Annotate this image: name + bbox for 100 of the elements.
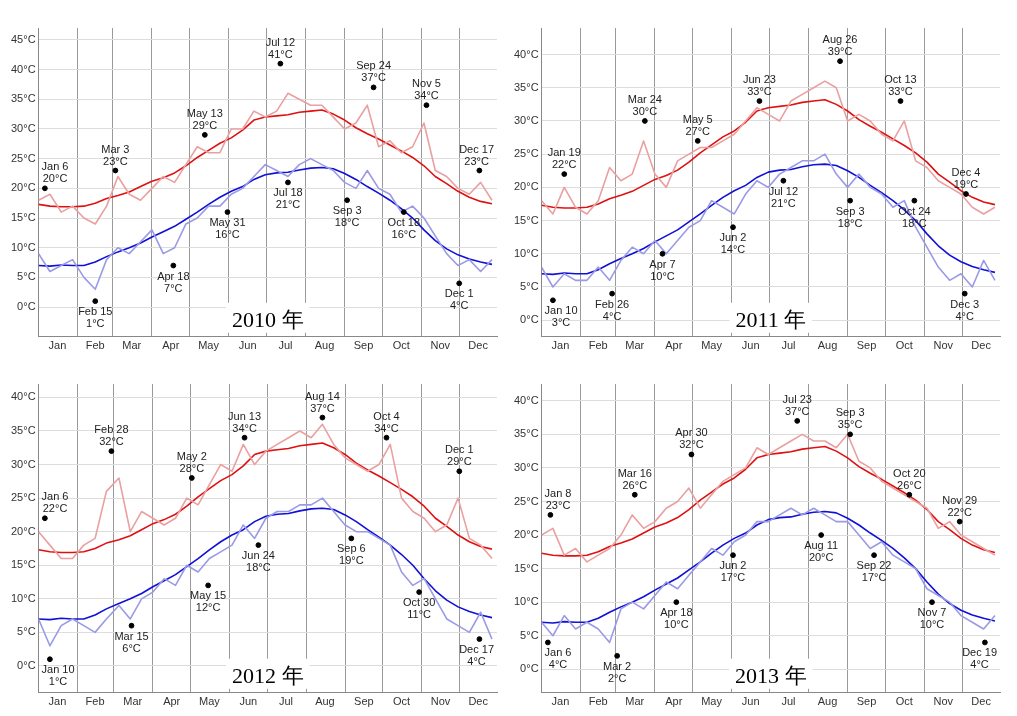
- y-tick-label: 30°C: [11, 457, 36, 470]
- x-tick-label: Jan: [48, 339, 67, 352]
- annotation: Feb 15 1°C: [78, 305, 113, 330]
- annotation: Dec 1 4°C: [444, 287, 474, 312]
- y-tick-label: 10°C: [514, 246, 539, 259]
- x-tick-label: May: [701, 695, 723, 708]
- annotation: Dec 1 29°C: [444, 443, 474, 468]
- annotation: Dec 19 4°C: [962, 646, 997, 671]
- x-tick-label: Sep: [856, 339, 877, 352]
- y-tick-label: 5°C: [520, 280, 539, 293]
- annotation: Aug 14 37°C: [304, 389, 340, 414]
- x-tick-label: Feb: [588, 695, 608, 708]
- x-tick-label: Oct: [895, 695, 913, 708]
- annotation: Nov 7 10°C: [917, 606, 947, 631]
- annotation: Sep 24 37°C: [356, 59, 392, 84]
- y-tick-label: 20°C: [11, 524, 36, 537]
- x-tick-label: Nov: [430, 695, 451, 708]
- annotation: Oct 20 26°C: [893, 466, 926, 491]
- x-tick-label: Jan: [48, 695, 67, 708]
- x-tick-label: Feb: [588, 339, 608, 352]
- y-tick-label: 15°C: [514, 213, 539, 226]
- x-tick-label: Jun: [741, 695, 760, 708]
- y-tick-label: 25°C: [11, 151, 36, 164]
- y-tick-label: 30°C: [11, 121, 36, 134]
- y-tick-label: 0°C: [520, 662, 539, 675]
- annotation: Dec 17 4°C: [459, 643, 494, 668]
- y-tick-label: 15°C: [11, 211, 36, 224]
- x-tick-label: Apr: [162, 339, 180, 352]
- x-tick-label: Aug: [817, 695, 838, 708]
- annotation: Dec 3 4°C: [950, 297, 980, 322]
- y-tick-label: 20°C: [514, 528, 539, 541]
- y-tick-label: 5°C: [17, 625, 36, 638]
- y-tick-label: 40°C: [11, 390, 36, 403]
- y-tick-label: 10°C: [11, 240, 36, 253]
- annotation: Mar 2 2°C: [603, 659, 632, 684]
- x-tick-label: Jun: [239, 695, 258, 708]
- annotation: Sep 3 35°C: [835, 406, 865, 431]
- x-tick-label: Oct: [895, 339, 913, 352]
- annotation: Apr 18 7°C: [157, 269, 190, 294]
- y-tick-label: 5°C: [17, 270, 36, 283]
- x-tick-label: Apr: [665, 695, 683, 708]
- annotation: Sep 22 17°C: [856, 559, 892, 584]
- annotation: Feb 28 32°C: [94, 423, 129, 448]
- x-tick-label: May: [199, 695, 221, 708]
- annotation: Oct 4 34°C: [373, 409, 400, 434]
- x-tick-label: Mar: [625, 695, 645, 708]
- x-tick-label: Sep: [354, 695, 374, 708]
- annotation: Aug 11 20°C: [804, 539, 839, 564]
- annotation: Aug 26 39°C: [822, 33, 858, 58]
- annotation: Jun 2 17°C: [719, 559, 747, 584]
- y-tick-label: 20°C: [514, 180, 539, 193]
- x-tick-label: Nov: [430, 339, 451, 352]
- annotation: Mar 24 30°C: [627, 92, 662, 117]
- y-tick-label: 35°C: [514, 80, 539, 93]
- y-tick-label: 35°C: [11, 424, 36, 437]
- y-tick-label: 30°C: [514, 114, 539, 126]
- y-tick-label: 35°C: [11, 92, 36, 105]
- x-tick-label: Jun: [238, 339, 257, 352]
- y-tick-label: 45°C: [11, 32, 36, 45]
- y-tick-label: 25°C: [514, 147, 539, 160]
- y-tick-label: 40°C: [514, 47, 539, 60]
- x-tick-label: Sep: [856, 695, 877, 708]
- annotation: Dec 4 19°C: [951, 166, 981, 191]
- annotation: Apr 30 32°C: [675, 426, 708, 451]
- x-tick-label: Dec: [971, 339, 992, 352]
- annotation: Sep 6 19°C: [336, 542, 366, 567]
- y-tick-label: 40°C: [514, 393, 539, 406]
- text: 2013 年: [735, 662, 807, 688]
- annotation: Jul 18 21°C: [273, 186, 303, 211]
- annotation: May 13 29°C: [186, 106, 223, 131]
- annotation: Jun 23 33°C: [742, 73, 776, 98]
- annotation: Jan 8 23°C: [544, 486, 572, 511]
- x-tick-label: Nov: [933, 339, 954, 352]
- annotation: Dec 17 23°C: [459, 142, 494, 167]
- annotation: Jan 6 20°C: [41, 160, 69, 185]
- y-tick-label: 0°C: [17, 300, 36, 313]
- annotation: May 5 27°C: [682, 112, 713, 137]
- x-tick-label: Dec: [468, 339, 489, 352]
- x-tick-label: Apr: [163, 695, 181, 708]
- annotation: Jul 12 21°C: [768, 184, 799, 209]
- annotation: Oct 30 11°C: [402, 596, 436, 621]
- y-tick-label: 10°C: [11, 591, 36, 604]
- y-tick-label: 0°C: [17, 658, 36, 671]
- x-tick-label: May: [701, 339, 723, 352]
- annotation: Sep 3 18°C: [332, 204, 362, 229]
- x-tick-label: May: [198, 339, 220, 352]
- annotation: Jan 19 22°C: [547, 146, 581, 171]
- x-tick-label: Mar: [123, 695, 143, 708]
- x-tick-label: Feb: [85, 695, 105, 708]
- y-tick-label: 10°C: [514, 595, 539, 608]
- annotation: Jun 24 18°C: [241, 549, 275, 574]
- y-tick-label: 35°C: [514, 427, 539, 440]
- x-tick-label: Nov: [933, 695, 954, 708]
- x-tick-label: Jan: [551, 339, 570, 352]
- x-tick-label: Dec: [468, 695, 489, 708]
- annotation: May 15 12°C: [190, 589, 227, 614]
- x-tick-label: Mar: [122, 339, 142, 352]
- text: 2012 年: [232, 662, 304, 688]
- x-tick-label: Feb: [85, 339, 105, 352]
- x-tick-label: Dec: [971, 695, 992, 708]
